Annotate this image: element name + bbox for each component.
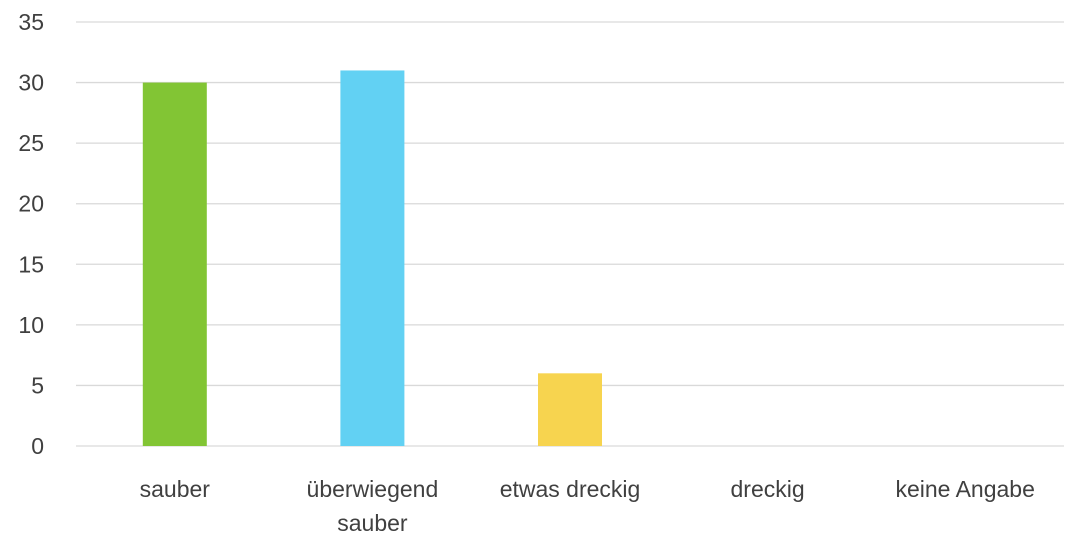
x-category-label: überwiegend sauber	[307, 476, 439, 536]
y-tick-label: 10	[18, 312, 44, 338]
x-category-label-line: etwas dreckig	[500, 476, 641, 502]
x-category-label: sauber	[140, 476, 211, 502]
x-category-label: dreckig	[731, 476, 805, 502]
bar	[142, 82, 207, 447]
y-tick-label: 20	[18, 191, 44, 217]
y-tick-label: 30	[18, 70, 44, 96]
x-category-label-line: überwiegend	[307, 476, 439, 502]
x-category-label-line: sauber	[140, 476, 211, 502]
y-tick-label: 15	[18, 251, 44, 277]
x-category-label: keine Angabe	[895, 476, 1034, 502]
y-tick-label: 35	[18, 9, 44, 35]
y-tick-label: 5	[31, 372, 44, 398]
y-axis: 0 5 10 15 20 25 30 35	[18, 9, 44, 459]
x-category-label-line: keine Angabe	[895, 476, 1034, 502]
bar	[340, 70, 405, 446]
x-category-label: etwas dreckig	[500, 476, 641, 502]
bar	[538, 373, 602, 446]
gridlines	[76, 21, 1064, 447]
bars	[142, 70, 602, 447]
y-tick-label: 0	[31, 433, 44, 459]
x-category-label-line: dreckig	[731, 476, 805, 502]
y-tick-label: 25	[18, 130, 44, 156]
x-axis: sauber überwiegend sauber etwas dreckig drec…	[140, 476, 1035, 536]
x-category-label-line: sauber	[337, 510, 408, 536]
